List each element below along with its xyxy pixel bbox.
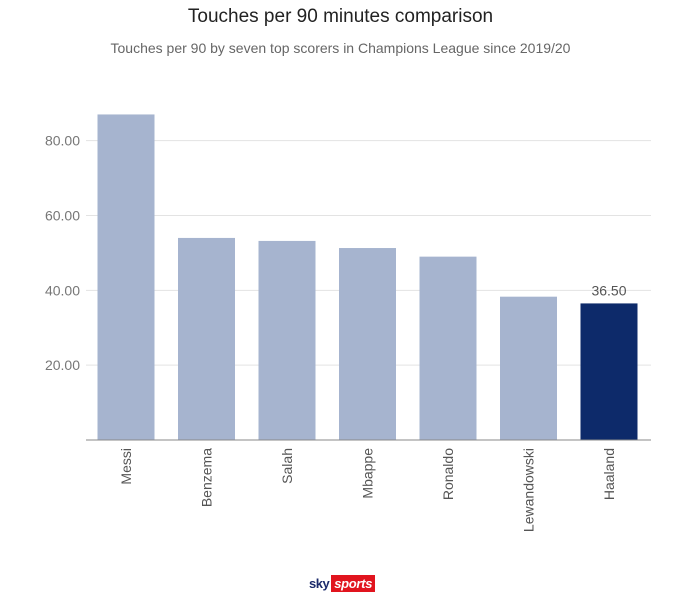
- category-label: Haaland: [601, 448, 617, 500]
- bar-salah: [258, 240, 316, 440]
- category-label: Mbappe: [360, 448, 376, 499]
- logo-sky: sky: [309, 576, 330, 591]
- bars: [97, 114, 638, 441]
- data-label: 36.50: [591, 282, 626, 298]
- logo-sports: sports: [331, 575, 376, 592]
- y-tick-label: 80.00: [45, 133, 80, 149]
- y-tick-label: 20.00: [45, 357, 80, 373]
- category-label: Salah: [279, 448, 295, 484]
- y-tick-label: 40.00: [45, 282, 80, 298]
- category-label: Lewandowski: [521, 448, 537, 532]
- bar-haaland: [580, 303, 638, 440]
- bar-chart: 20.00 40.00 60.00 80.00 36.50 Messi Benzema S…: [45, 114, 651, 532]
- sky-sports-logo: sky sports: [309, 575, 376, 592]
- chart-subtitle: Touches per 90 by seven top scorers in C…: [110, 40, 571, 56]
- y-tick-label: 60.00: [45, 207, 80, 223]
- chart-title: Touches per 90 minutes comparison: [187, 6, 494, 27]
- bar-lewandowski: [500, 296, 557, 440]
- category-label: Ronaldo: [440, 448, 456, 500]
- x-axis-categories: Messi Benzema Salah Mbappe Ronaldo Lewandowsk…: [118, 448, 617, 532]
- bar-messi: [97, 114, 155, 441]
- category-label: Messi: [118, 448, 134, 485]
- category-label: Benzema: [199, 448, 215, 507]
- data-labels: 36.50: [591, 282, 626, 298]
- y-axis-ticks: 20.00 40.00 60.00 80.00: [45, 133, 80, 374]
- bar-benzema: [178, 237, 235, 440]
- bar-mbappe: [339, 248, 396, 440]
- bar-ronaldo: [419, 256, 477, 440]
